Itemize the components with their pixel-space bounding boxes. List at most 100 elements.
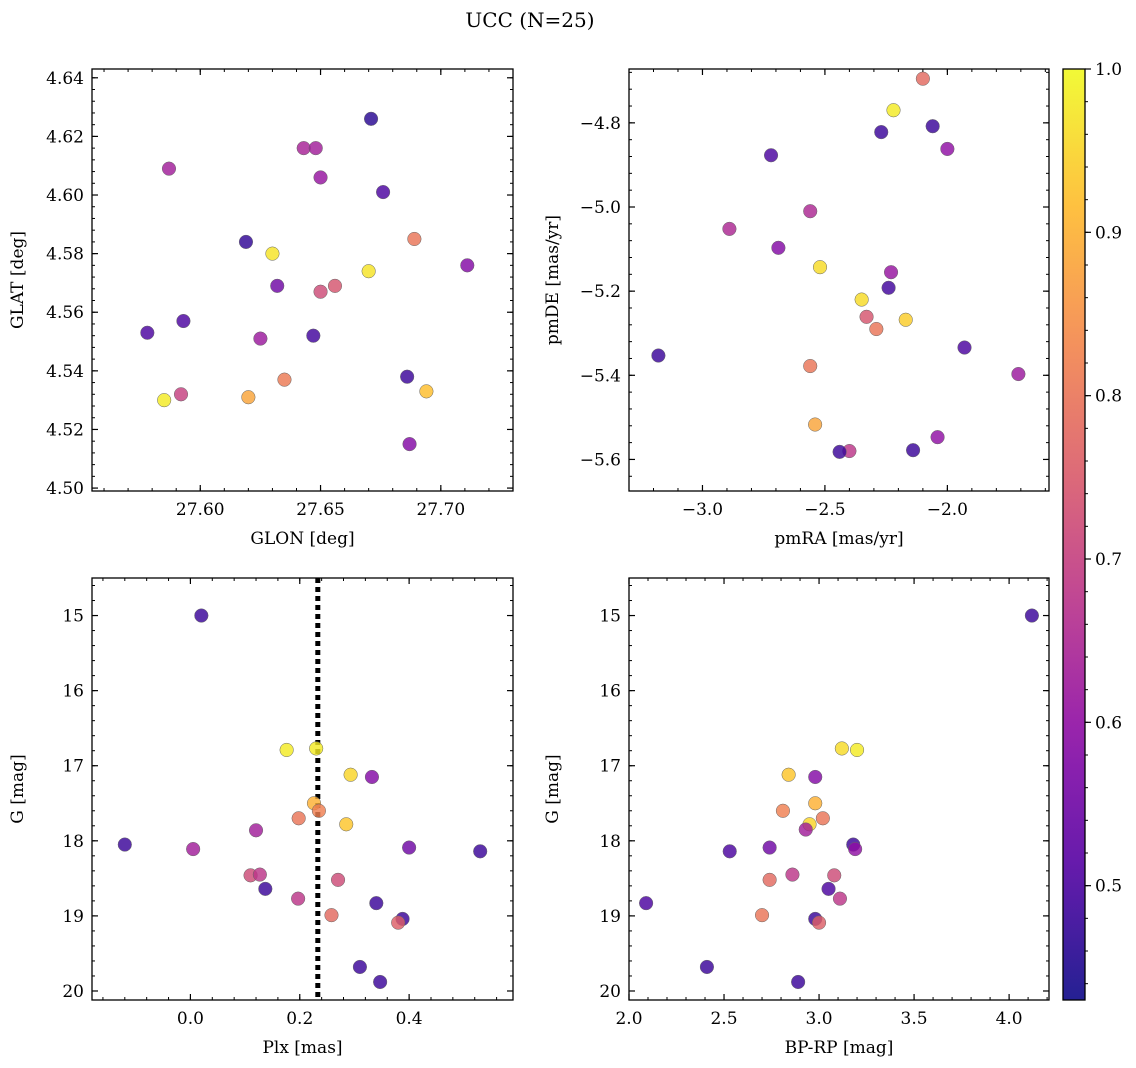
data-point	[352, 959, 367, 975]
data-point	[279, 742, 294, 758]
data-point	[832, 891, 848, 906]
x-tick-label: −3.0	[682, 500, 723, 520]
y-tick-label: 4.56	[46, 303, 84, 323]
colorbar: 0.5 0.6 0.7 0.8 0.9 1.0	[1062, 60, 1122, 1001]
data-point	[361, 264, 376, 279]
data-point	[194, 608, 209, 623]
data-point	[157, 393, 172, 408]
data-point	[775, 803, 790, 818]
data-point	[898, 312, 913, 327]
data-point	[798, 822, 813, 837]
data-point	[791, 974, 806, 990]
colorbar-tick-label: 0.7	[1095, 550, 1122, 570]
y-tick-label: 20	[599, 982, 621, 1002]
data-point	[869, 321, 884, 337]
data-point	[808, 417, 823, 432]
y-tick-label: −5.2	[580, 282, 621, 302]
data-point	[785, 867, 800, 882]
y-axis-label: G [mag]	[543, 754, 563, 823]
data-point	[639, 896, 654, 911]
data-point	[722, 844, 737, 859]
y-tick-label: 17	[62, 757, 84, 777]
colorbar-tick-label: 0.5	[1095, 877, 1122, 897]
x-tick-label: 27.70	[416, 500, 465, 520]
data-point	[651, 348, 666, 363]
x-tick-label: 27.65	[296, 500, 345, 520]
data-point	[925, 119, 940, 134]
data-point	[781, 767, 796, 782]
data-point	[308, 141, 323, 156]
y-tick-label: 16	[599, 682, 621, 702]
data-point	[161, 161, 177, 176]
data-point	[811, 915, 827, 930]
y-tick-label: 19	[62, 907, 84, 927]
y-tick-label: 15	[599, 607, 621, 627]
points-glon-glat	[140, 111, 475, 452]
data-point	[808, 769, 823, 785]
data-point	[140, 325, 155, 340]
data-point	[248, 823, 264, 838]
y-tick-label: 18	[599, 832, 621, 852]
data-point	[957, 340, 972, 355]
data-point	[722, 221, 737, 236]
data-point	[291, 891, 306, 906]
y-tick-label: 17	[599, 757, 621, 777]
data-point	[874, 125, 889, 140]
data-point	[309, 741, 324, 756]
y-tick-label: −5.4	[580, 366, 621, 386]
y-tick-label: 4.58	[46, 245, 84, 265]
data-point	[241, 390, 256, 405]
data-point	[762, 840, 777, 855]
colorbar-tick-label: 0.8	[1095, 387, 1122, 407]
x-tick-label: 3.5	[901, 1009, 928, 1029]
data-point	[252, 867, 267, 882]
data-point	[1011, 366, 1026, 382]
data-point	[306, 328, 321, 343]
y-tick-label: 19	[599, 907, 621, 927]
y-tick-label: 4.52	[46, 420, 84, 440]
data-point	[186, 842, 201, 857]
x-tick-label: −2.0	[927, 500, 968, 520]
data-point	[803, 358, 818, 374]
x-tick-label: 0.0	[177, 1009, 204, 1029]
data-point	[296, 141, 311, 156]
data-point	[832, 444, 847, 459]
x-axis-label: Plx [mas]	[262, 1038, 342, 1058]
colorbar-frame	[1062, 68, 1086, 1001]
x-axis-label: pmRA [mas/yr]	[774, 529, 903, 549]
data-point	[850, 742, 865, 758]
data-point	[827, 868, 842, 883]
x-tick-label: 27.60	[176, 500, 225, 520]
y-tick-label: −5.6	[580, 450, 621, 470]
data-point	[291, 811, 306, 826]
panel-plx-g: 0.0 0.2 0.4 15 16 17 18 19 20 Plx [mas] G [mag]	[8, 577, 514, 1058]
x-tick-label: −2.5	[804, 500, 845, 520]
data-point	[1024, 608, 1039, 623]
data-point	[915, 71, 930, 86]
data-point	[848, 842, 863, 857]
y-tick-label: 4.54	[46, 362, 84, 382]
data-point	[117, 837, 132, 852]
y-tick-label: 18	[62, 832, 84, 852]
data-point	[473, 844, 488, 859]
x-axis-label: BP-RP [mag]	[785, 1038, 894, 1058]
points-plx-g	[117, 608, 488, 990]
data-point	[906, 443, 921, 458]
data-point	[859, 309, 874, 324]
data-point	[313, 170, 328, 185]
panel-glon-glat: 27.60 27.65 27.70 4.50 4.52 4.54 4.56 4.58 4.60 4…	[8, 68, 514, 549]
data-point	[460, 258, 475, 273]
data-point	[364, 111, 379, 126]
axes-frame	[628, 68, 1050, 492]
data-point	[327, 278, 343, 293]
data-point	[854, 292, 869, 307]
x-tick-label: 0.2	[286, 1009, 313, 1029]
x-tick-label: 2.5	[710, 1009, 737, 1029]
data-point	[311, 803, 326, 818]
data-point	[313, 284, 328, 299]
y-tick-label: 4.50	[46, 479, 84, 499]
data-point	[803, 204, 818, 219]
data-point	[771, 240, 786, 255]
data-point	[834, 741, 849, 756]
